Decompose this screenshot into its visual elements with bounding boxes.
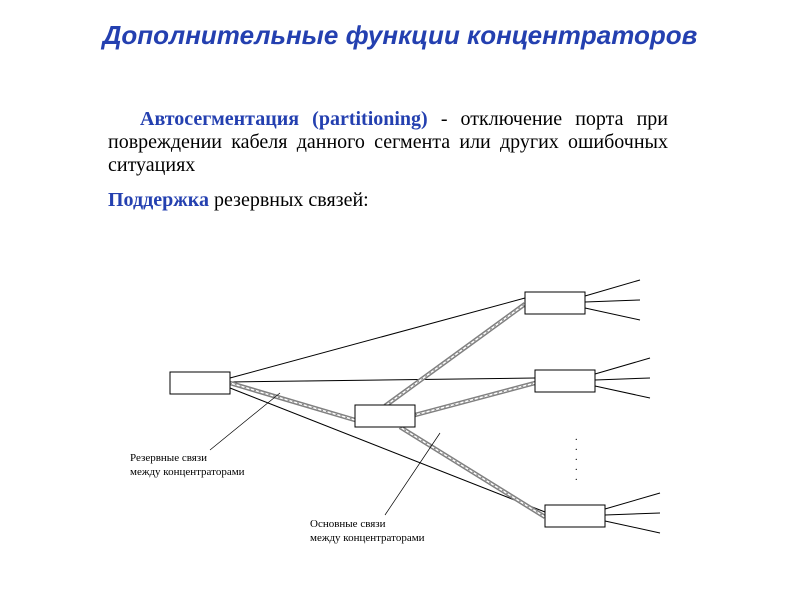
label-backup-links: Резервные связи между концентраторами <box>130 452 245 480</box>
label-main-links: Основные связи между концентраторами <box>310 518 425 546</box>
term-backup: Поддержка <box>108 189 209 211</box>
term-autosegmentation: Автосегментация (partitioning) <box>140 108 428 130</box>
svg-text:.: . <box>575 472 578 483</box>
slide-title: Дополнительные функции концентраторов <box>0 20 800 51</box>
network-diagram: ..... Резервные связи между концентратор… <box>130 260 770 580</box>
paragraph-backup: Поддержка резервных связей: <box>108 189 668 212</box>
title-text: Дополнительные функции концентраторов <box>103 20 698 50</box>
text-backup: резервных связей: <box>209 189 369 211</box>
diagram-svg: ..... <box>130 260 770 580</box>
slide: Дополнительные функции концентраторов Ав… <box>0 0 800 600</box>
paragraph-autosegmentation: Автосегментация (partitioning) - отключе… <box>108 108 668 177</box>
body-text: Автосегментация (partitioning) - отключе… <box>108 108 668 212</box>
